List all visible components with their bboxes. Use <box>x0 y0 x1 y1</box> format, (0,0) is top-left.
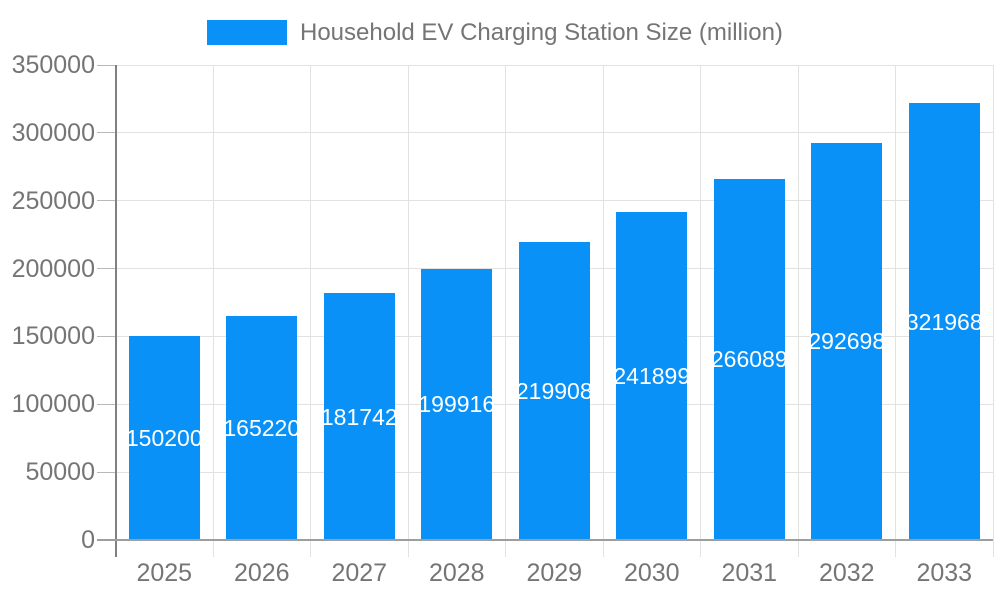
y-axis-tick-label: 300000 <box>11 118 95 147</box>
bar-value-label: 321968 <box>905 308 983 335</box>
vertical-gridline <box>212 65 214 557</box>
horizontal-gridline <box>115 200 993 202</box>
bar-value-label: 199916 <box>418 391 496 418</box>
y-axis-tick-label: 350000 <box>11 51 95 79</box>
y-axis-tick <box>97 335 115 337</box>
bar <box>908 103 980 540</box>
vertical-gridline <box>505 65 506 557</box>
legend-swatch <box>207 20 287 45</box>
bar-value-label: 241899 <box>613 362 691 389</box>
y-axis-tick-label: 150000 <box>11 322 95 351</box>
bar <box>421 268 493 540</box>
x-axis-tick-label: 2033 <box>916 559 973 587</box>
x-axis-tick-label: 2028 <box>428 559 485 587</box>
bar-value-label: 266089 <box>710 346 788 373</box>
y-axis-tick-label: 100000 <box>11 390 95 419</box>
bar <box>811 142 883 540</box>
x-axis-tick-label: 2030 <box>623 559 680 587</box>
y-axis-tick <box>97 64 115 66</box>
y-axis-line <box>114 65 117 557</box>
y-axis-tick-label: 250000 <box>11 186 95 215</box>
bar-value-label: 165220 <box>223 414 301 441</box>
vertical-gridline <box>797 65 799 557</box>
bar <box>226 315 298 540</box>
bar <box>713 178 785 540</box>
legend-label: Household EV Charging Station Size (mill… <box>300 19 783 46</box>
vertical-gridline <box>895 65 896 557</box>
x-axis-tick-label: 2031 <box>721 559 778 587</box>
x-axis-tick-label: 2026 <box>233 559 290 587</box>
y-axis-tick <box>97 268 115 270</box>
vertical-gridline <box>602 65 604 557</box>
bar <box>128 336 200 540</box>
bar-value-label: 181742 <box>320 403 398 430</box>
horizontal-gridline <box>115 132 993 134</box>
vertical-gridline <box>992 65 994 557</box>
y-axis-tick-label: 0 <box>81 526 95 554</box>
y-axis-tick <box>97 471 115 473</box>
x-axis-tick-label: 2027 <box>331 559 388 587</box>
y-axis-tick-label: 50000 <box>25 458 95 487</box>
bar-value-label: 292698 <box>808 328 886 355</box>
legend: Household EV Charging Station Size (mill… <box>0 20 1000 46</box>
y-axis-tick <box>97 132 115 134</box>
bar <box>518 241 590 540</box>
vertical-gridline <box>407 65 409 557</box>
vertical-gridline <box>310 65 311 557</box>
x-axis-tick-label: 2032 <box>818 559 875 587</box>
vertical-gridline <box>700 65 701 557</box>
x-axis-tick-label: 2025 <box>136 559 193 587</box>
y-axis-tick-label: 200000 <box>11 254 95 283</box>
y-axis-tick <box>97 200 115 202</box>
y-axis-tick <box>97 403 115 405</box>
x-axis-baseline <box>97 539 993 541</box>
bar-value-label: 219908 <box>515 377 593 404</box>
bar-value-label: 150200 <box>125 425 203 452</box>
bar <box>616 211 688 540</box>
bar <box>323 293 395 540</box>
horizontal-gridline <box>115 64 993 66</box>
x-axis-tick-label: 2029 <box>526 559 583 587</box>
